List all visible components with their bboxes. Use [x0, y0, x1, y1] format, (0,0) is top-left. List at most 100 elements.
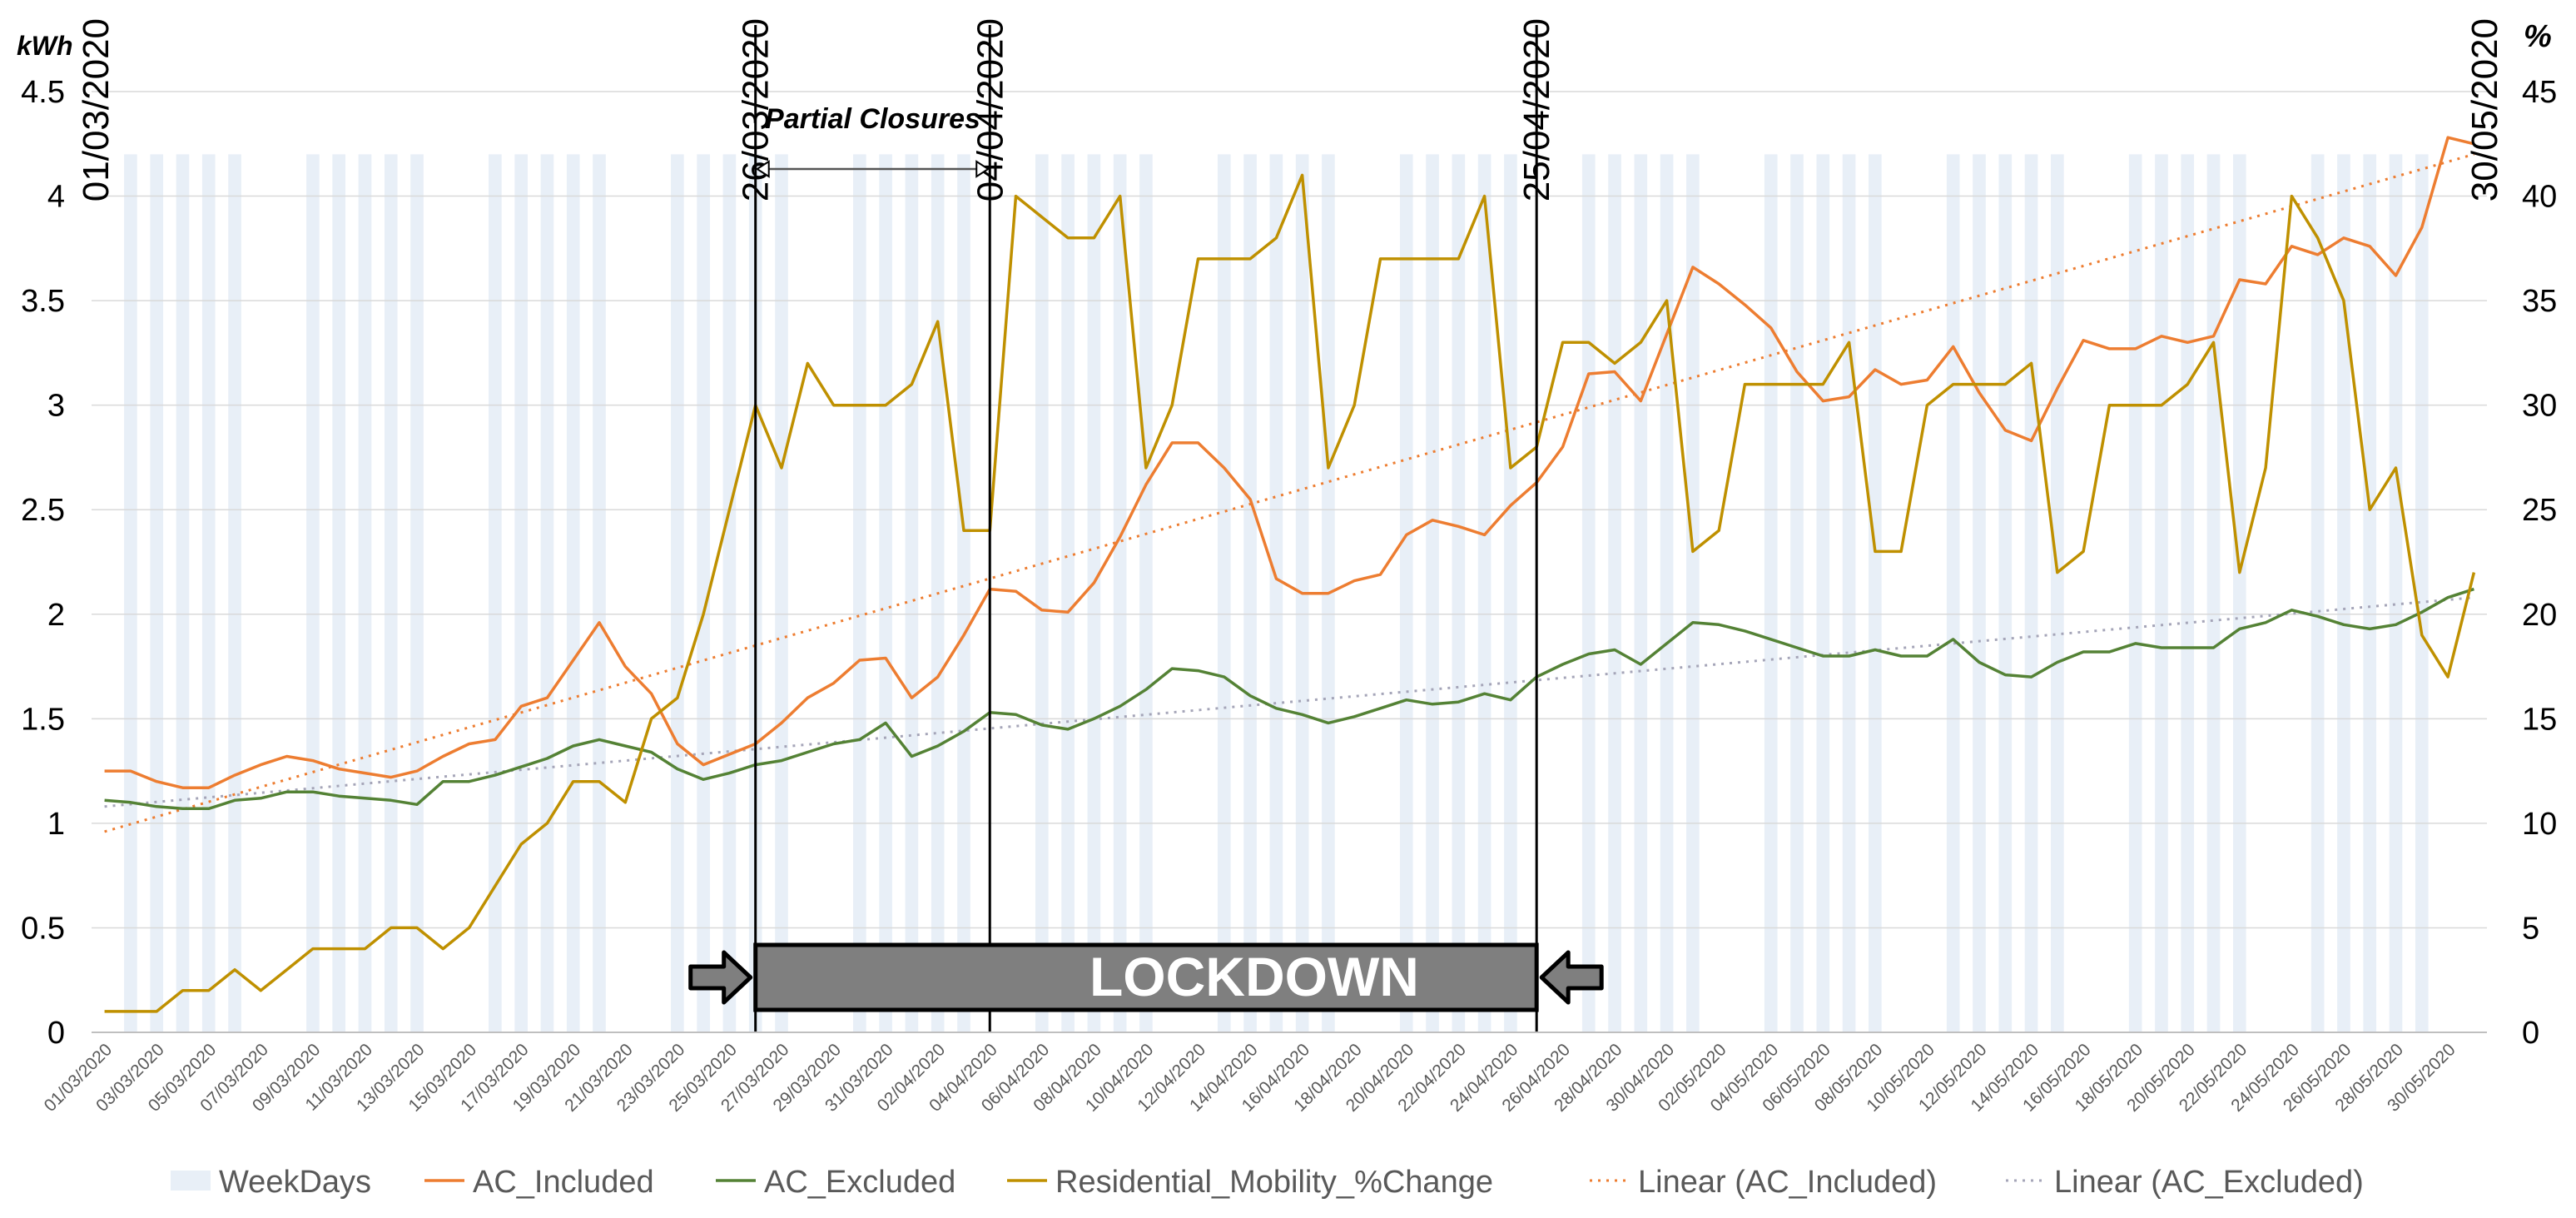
weekday-band	[1608, 154, 1621, 1032]
weekday-band	[2181, 154, 2195, 1032]
legend-residential-mobility-change-label: Residential_Mobility_%Change	[1055, 1165, 1493, 1200]
series-ac-excluded	[104, 587, 2474, 811]
weekday-band	[1139, 154, 1153, 1032]
weekday-band	[2310, 154, 2325, 1032]
weekday-band	[2128, 154, 2142, 1032]
weekday-band	[1764, 154, 1778, 1032]
weekday-band	[2155, 154, 2168, 1032]
series-residential-mobility-change	[104, 173, 2476, 1013]
partial-closures-arrowhead-right	[975, 160, 990, 178]
legend-ac-excluded-label: AC_Excluded	[764, 1165, 955, 1200]
series-ac-included	[104, 136, 2474, 789]
weekday-band	[1973, 154, 1986, 1032]
weekday-band	[1842, 154, 1856, 1032]
left-tick-label: 1	[47, 807, 65, 842]
weekday-band	[879, 154, 892, 1032]
right-tick-label: 15	[2522, 702, 2557, 737]
lockdown-arrow-right	[1539, 950, 1604, 1005]
event-date-label: 01/03/2020	[76, 18, 117, 201]
trend-lines	[104, 152, 2474, 833]
weekday-band	[1269, 154, 1283, 1032]
weekday-band	[2206, 154, 2221, 1032]
legend-linear-ac-excluded-label: Linear (AC_Excluded)	[2054, 1165, 2364, 1200]
weekday-band	[384, 154, 398, 1032]
partial-closures-label: Partial Closures	[765, 103, 980, 135]
weekday-band	[2363, 154, 2377, 1032]
right-axis-unit: %	[2524, 19, 2552, 54]
weekday-band	[1217, 154, 1231, 1032]
left-tick-label: 3.5	[21, 284, 65, 319]
weekday-band	[1660, 154, 1674, 1032]
left-tick-label: 2.5	[21, 493, 65, 528]
weekday-band	[2051, 154, 2064, 1032]
lockdown-label: LOCKDOWN	[1089, 946, 1419, 1007]
legend-ac-included-label: AC_Included	[473, 1165, 654, 1200]
weekday-band	[410, 154, 424, 1032]
event-markers: 01/03/2020 26/03/2020 04/04/2020 25/04/2020…	[76, 18, 2505, 1032]
series-linear-ac-included	[104, 152, 2474, 833]
weekday-band	[306, 154, 320, 1032]
weekday-band	[150, 154, 164, 1032]
weekday-band	[722, 154, 737, 1032]
partial-closures-arrowhead-left	[755, 160, 770, 178]
series-linear-ac-excluded	[104, 596, 2474, 808]
right-tick-label: 5	[2522, 911, 2539, 946]
axes: 0 0.5 1 1.5 2 2.5 3 3.5 4 4.5 0 5 10 15 20 25 30 35 40 45 kW…	[17, 19, 2557, 1051]
right-tick-label: 25	[2522, 493, 2557, 528]
weekday-band	[593, 154, 606, 1032]
annotations: Partial Closures LOCKDOWN	[688, 103, 1604, 1012]
weekday-band	[1035, 154, 1049, 1032]
weekday-band	[1504, 154, 1517, 1032]
right-tick-label: 45	[2522, 75, 2557, 110]
left-tick-label: 4	[47, 180, 65, 215]
weekday-band	[2337, 154, 2350, 1032]
weekday-band	[1790, 154, 1804, 1032]
weekday-band	[853, 154, 866, 1032]
weekday-band	[489, 154, 502, 1032]
weekday-band	[1113, 154, 1127, 1032]
weekday-band	[1477, 154, 1491, 1032]
weekday-band	[697, 154, 710, 1032]
weekday-band	[2232, 154, 2246, 1032]
legend-linear-ac-included-label: Linear (AC_Included)	[1638, 1165, 1937, 1200]
weekday-band	[540, 154, 554, 1032]
right-tick-label: 35	[2522, 284, 2557, 319]
weekday-band	[1426, 154, 1439, 1032]
right-tick-label: 0	[2522, 1016, 2539, 1051]
weekday-band	[1399, 154, 1413, 1032]
legend-weekdays-swatch	[171, 1171, 211, 1191]
weekday-band	[566, 154, 580, 1032]
weekday-band	[905, 154, 919, 1032]
weekday-band	[1634, 154, 1648, 1032]
weekday-band	[2415, 154, 2429, 1032]
weekday-band	[1946, 154, 1960, 1032]
legend-weekdays-label: WeekDays	[219, 1165, 371, 1200]
weekday-band	[176, 154, 190, 1032]
gridlines	[92, 91, 2487, 1033]
event-date-label: 30/05/2020	[2464, 18, 2505, 201]
event-date-label: 25/04/2020	[1516, 18, 1557, 201]
left-tick-label: 0.5	[21, 911, 65, 946]
weekday-band	[228, 154, 241, 1032]
left-tick-label: 2	[47, 598, 65, 633]
weekday-band	[514, 154, 528, 1032]
right-tick-label: 30	[2522, 389, 2557, 424]
weekday-band	[201, 154, 216, 1032]
legend: WeekDays AC_Included AC_Excluded Residentia…	[171, 1165, 2364, 1200]
weekday-band	[2024, 154, 2038, 1032]
weekday-bands	[124, 154, 2429, 1032]
right-tick-label: 20	[2522, 598, 2557, 633]
weekday-band	[775, 154, 788, 1032]
right-tick-label: 10	[2522, 807, 2557, 842]
left-axis-unit: kWh	[17, 31, 73, 61]
weekday-band	[1087, 154, 1101, 1032]
left-tick-label: 1.5	[21, 702, 65, 737]
weekday-band	[1816, 154, 1830, 1032]
right-tick-label: 40	[2522, 180, 2557, 215]
weekday-band	[1998, 154, 2013, 1032]
left-tick-label: 3	[47, 389, 65, 424]
lockdown-arrow-left	[688, 950, 753, 1005]
weekday-band	[332, 154, 346, 1032]
series-lines	[104, 136, 2476, 1013]
